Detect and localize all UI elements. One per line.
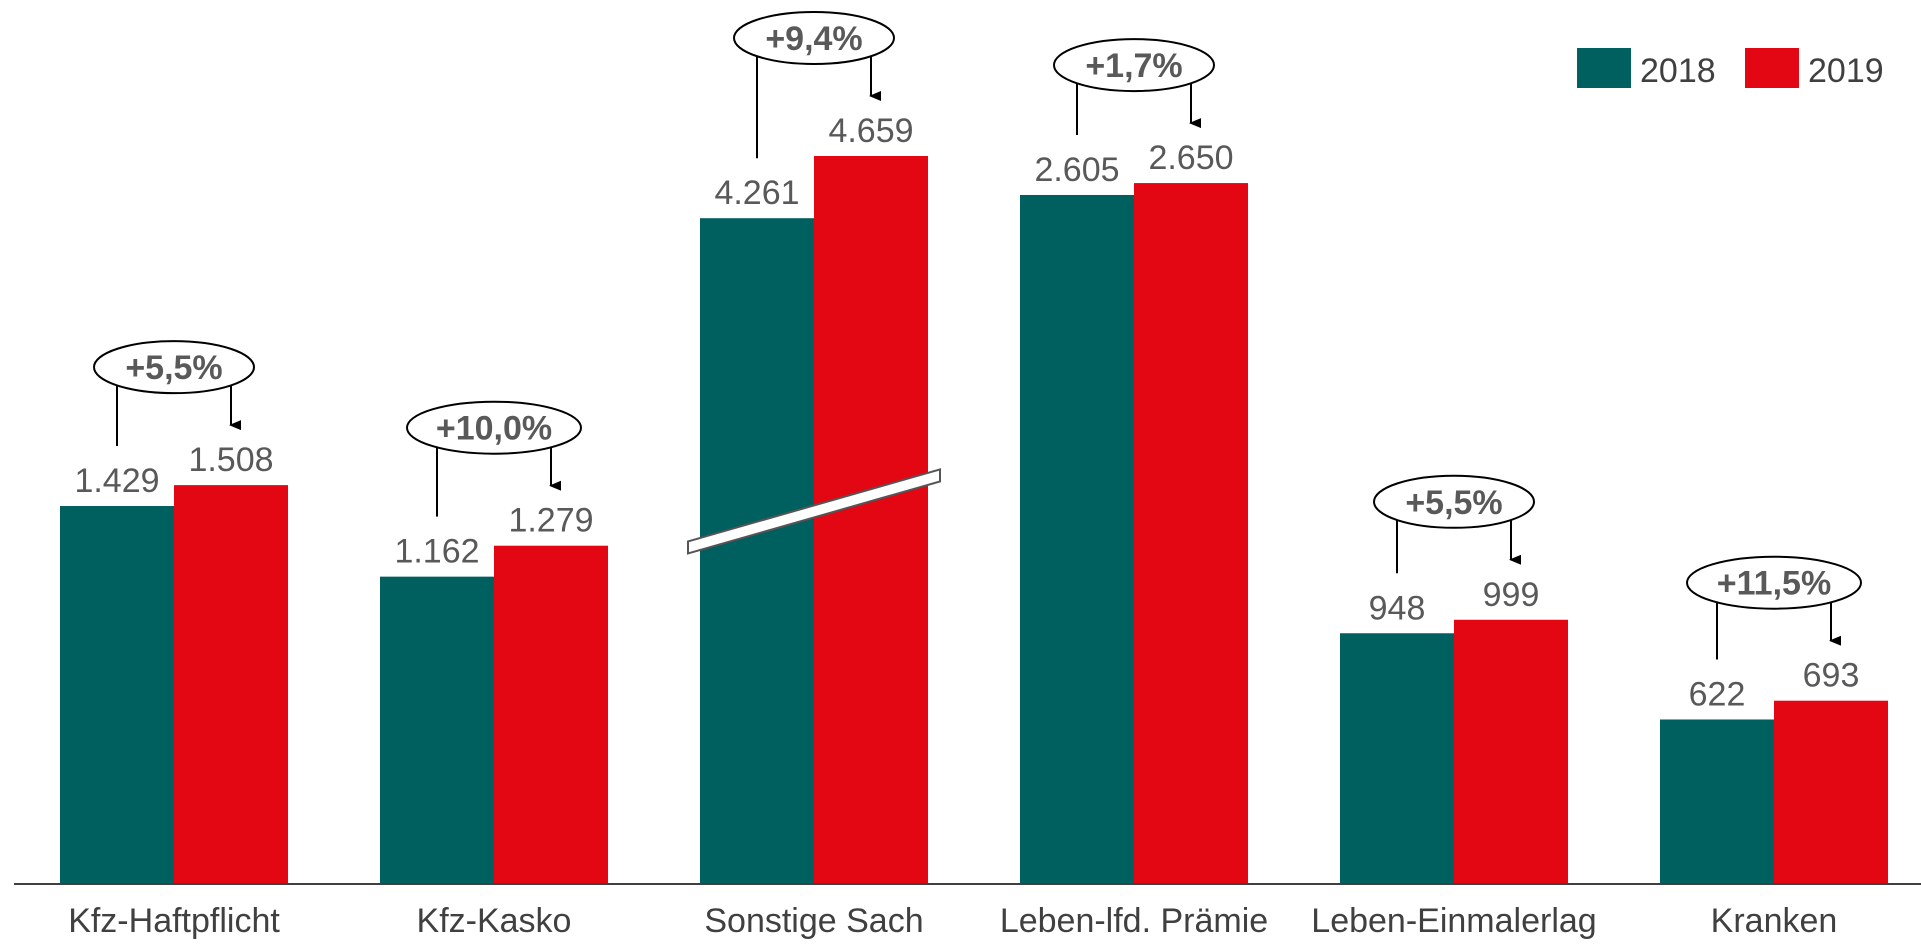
change-badge-kfz-kasko — [406, 400, 582, 455]
legend: 2018 2019 — [1577, 48, 1884, 90]
category-label-sonstige-sach: Sonstige Sach — [704, 902, 923, 940]
change-label-kranken: +11,5% — [1717, 565, 1831, 603]
change-label-kfz-haftpflicht: +5,5% — [125, 349, 222, 387]
change-badge-kranken — [1686, 555, 1862, 610]
category-label-leben-lfd-pr-mie: Leben-lfd. Prämie — [1000, 902, 1268, 940]
bar-leben-lfd-pr-mie-2019 — [1134, 183, 1248, 884]
value-label-leben-lfd-pr-mie-2019: 2.650 — [1148, 139, 1233, 177]
legend-label-2018: 2018 — [1640, 52, 1716, 90]
value-label-kranken-2018: 622 — [1689, 675, 1746, 713]
change-label-kfz-kasko: +10,0% — [436, 410, 552, 448]
change-label-leben-einmalerlag: +5,5% — [1405, 484, 1502, 522]
value-label-kfz-kasko-2018: 1.162 — [394, 533, 479, 571]
category-label-leben-einmalerlag: Leben-Einmalerlag — [1311, 902, 1596, 940]
change-badge-leben-einmalerlag — [1373, 474, 1535, 529]
legend-swatch-2018 — [1577, 48, 1631, 88]
change-badge-sonstige-sach — [733, 11, 895, 65]
bar-kranken-2018 — [1660, 719, 1774, 884]
category-label-kfz-haftpflicht: Kfz-Haftpflicht — [68, 902, 280, 940]
value-label-sonstige-sach-2019: 4.659 — [828, 112, 913, 150]
change-annotation-leben-lfd-pr-mie: +1,7% — [1053, 38, 1215, 135]
bar-kranken-2019 — [1774, 700, 1888, 884]
bar-sonstige-sach-2019 — [814, 156, 928, 884]
bar-leben-lfd-pr-mie-2018 — [1020, 194, 1134, 885]
axis-break-marker — [687, 468, 941, 555]
legend-swatch-2019 — [1745, 48, 1799, 88]
bar-leben-einmalerlag-2019 — [1454, 619, 1568, 884]
category-label-kranken: Kranken — [1711, 902, 1838, 940]
change-annotation-kfz-haftpflicht: +5,5% — [93, 340, 255, 447]
bar-kfz-haftpflicht-2019 — [174, 485, 288, 884]
value-label-kfz-kasko-2019: 1.279 — [508, 502, 593, 540]
category-label-kfz-kasko: Kfz-Kasko — [417, 902, 572, 940]
value-label-leben-einmalerlag-2018: 948 — [1369, 589, 1426, 627]
change-label-sonstige-sach: +9,4% — [765, 20, 862, 58]
value-label-leben-lfd-pr-mie-2018: 2.605 — [1034, 151, 1119, 189]
change-badge-kfz-haftpflicht — [93, 340, 255, 395]
value-label-kranken-2019: 693 — [1803, 657, 1860, 695]
bar-kfz-kasko-2019 — [494, 545, 608, 884]
bar-leben-einmalerlag-2018 — [1340, 633, 1454, 884]
change-annotation-leben-einmalerlag: +5,5% — [1373, 474, 1535, 574]
change-annotation-sonstige-sach: +9,4% — [733, 11, 895, 159]
change-annotation-kfz-kasko: +10,0% — [406, 400, 582, 517]
value-label-kfz-haftpflicht-2018: 1.429 — [74, 462, 159, 500]
change-badge-leben-lfd-pr-mie — [1053, 38, 1215, 93]
bar-kfz-kasko-2018 — [380, 576, 494, 884]
change-annotation-kranken: +11,5% — [1686, 555, 1862, 660]
bar-kfz-haftpflicht-2018 — [60, 506, 174, 884]
value-label-sonstige-sach-2018: 4.261 — [714, 174, 799, 212]
legend-label-2019: 2019 — [1808, 52, 1884, 90]
value-label-kfz-haftpflicht-2019: 1.508 — [188, 441, 273, 479]
value-label-leben-einmalerlag-2019: 999 — [1483, 576, 1540, 614]
change-label-leben-lfd-pr-mie: +1,7% — [1085, 47, 1182, 85]
bar-sonstige-sach-2018 — [700, 218, 814, 884]
